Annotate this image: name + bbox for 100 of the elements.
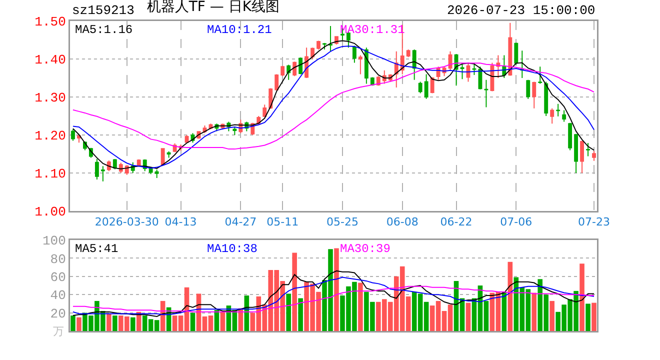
- candlestick: [310, 47, 315, 60]
- x-tick-label: 07-23: [578, 216, 610, 229]
- candlestick: [148, 166, 153, 175]
- bar: [550, 300, 554, 331]
- text: MA10:38: [207, 242, 258, 256]
- candlestick: [568, 122, 572, 151]
- candlestick: [160, 148, 165, 166]
- y-tick-label: 60: [50, 270, 66, 285]
- candlestick: [232, 126, 237, 136]
- y-tick-label: 1.00: [34, 204, 66, 220]
- candlestick: [322, 42, 326, 50]
- y-tick-label: 20: [50, 306, 66, 322]
- candlestick: [520, 50, 524, 78]
- candlestick: [550, 108, 554, 124]
- text: MA10:1.21: [207, 23, 272, 37]
- y-tick-label: 100: [42, 234, 66, 249]
- candlestick: [268, 88, 273, 110]
- x-tick-label: 04-13: [164, 216, 197, 229]
- candlestick: [502, 54, 506, 78]
- y-tick-label: 1.20: [34, 128, 66, 144]
- candlestick: [418, 81, 422, 94]
- candlestick: [532, 81, 536, 109]
- x-tick-label: 05-11: [266, 216, 299, 229]
- bar: [466, 302, 471, 331]
- line-series: [72, 276, 595, 316]
- bar: [70, 316, 76, 331]
- candlestick: [424, 74, 428, 100]
- candlestick: [490, 62, 494, 92]
- candlestick: [526, 79, 530, 100]
- bar: [580, 264, 584, 331]
- candlestick: [316, 40, 320, 50]
- candlestick: [112, 158, 117, 170]
- x-tick-label: 2026-03-30: [94, 216, 159, 229]
- bar: [532, 292, 537, 331]
- bar: [592, 302, 596, 331]
- bar: [214, 310, 220, 331]
- bar: [358, 282, 363, 331]
- text: sz159213: [72, 3, 134, 18]
- candlestick: [412, 49, 416, 80]
- x-tick-label: 04-27: [224, 216, 257, 229]
- candlestick: [448, 50, 452, 71]
- x-tick-label: 06-22: [440, 216, 472, 229]
- candlestick: [71, 128, 75, 142]
- text: MA30:39: [340, 242, 390, 256]
- candlestick: [154, 169, 159, 178]
- x-tick-label: 05-25: [326, 216, 358, 229]
- candlestick: [508, 22, 512, 76]
- candlestick: [472, 62, 476, 76]
- candlestick: [298, 56, 303, 75]
- candlestick: [328, 25, 332, 52]
- bar: [112, 316, 118, 331]
- line-series: [72, 270, 595, 317]
- candlestick: [538, 66, 542, 84]
- y-tick-label: 1.30: [34, 90, 66, 106]
- y-axis-title: 万: [53, 325, 64, 338]
- candlestick: [580, 140, 584, 174]
- candlestick: [406, 49, 410, 58]
- candlestick: [94, 158, 99, 180]
- x-tick-label: 07-06: [500, 216, 532, 229]
- candlestick: [592, 150, 596, 162]
- text: 2026-07-23 15:00:00: [447, 3, 596, 18]
- bar: [76, 317, 82, 331]
- bar: [286, 294, 291, 331]
- candlestick: [544, 81, 548, 116]
- x-tick-label: 06-08: [386, 216, 418, 229]
- y-tick-label: 1.10: [34, 166, 66, 182]
- candlestick: [274, 74, 279, 92]
- candlestick: [166, 150, 171, 158]
- candlestick: [262, 104, 267, 118]
- candlestick: [562, 110, 566, 122]
- y-tick-label: 80: [50, 252, 66, 267]
- candlestick: [514, 42, 518, 66]
- y-tick-label: 40: [50, 288, 66, 304]
- candlestick: [364, 47, 368, 84]
- candlestick: [460, 62, 464, 80]
- line-series: [72, 286, 595, 312]
- bar: [334, 248, 339, 331]
- bar: [130, 317, 136, 331]
- text: MA5:1.16: [75, 23, 133, 37]
- line-series: [72, 62, 595, 150]
- y-tick-label: 1.40: [34, 52, 66, 68]
- bar: [298, 298, 303, 331]
- bar: [190, 312, 196, 331]
- bar: [106, 314, 112, 331]
- candlestick: [358, 54, 362, 75]
- candlestick: [556, 103, 560, 117]
- candlestick: [352, 45, 356, 64]
- candlestick: [484, 79, 488, 108]
- y-tick-label: 1.50: [34, 14, 66, 30]
- text: MA5:41: [75, 242, 118, 256]
- candlestick: [136, 158, 141, 167]
- bar: [586, 304, 590, 331]
- candlestick: [574, 133, 578, 174]
- candlestick: [184, 134, 189, 144]
- candlestick: [280, 65, 285, 77]
- candlestick: [100, 166, 105, 182]
- candlestick: [430, 76, 434, 94]
- bar: [220, 312, 226, 331]
- candlestick: [496, 54, 500, 78]
- candlestick: [586, 142, 590, 157]
